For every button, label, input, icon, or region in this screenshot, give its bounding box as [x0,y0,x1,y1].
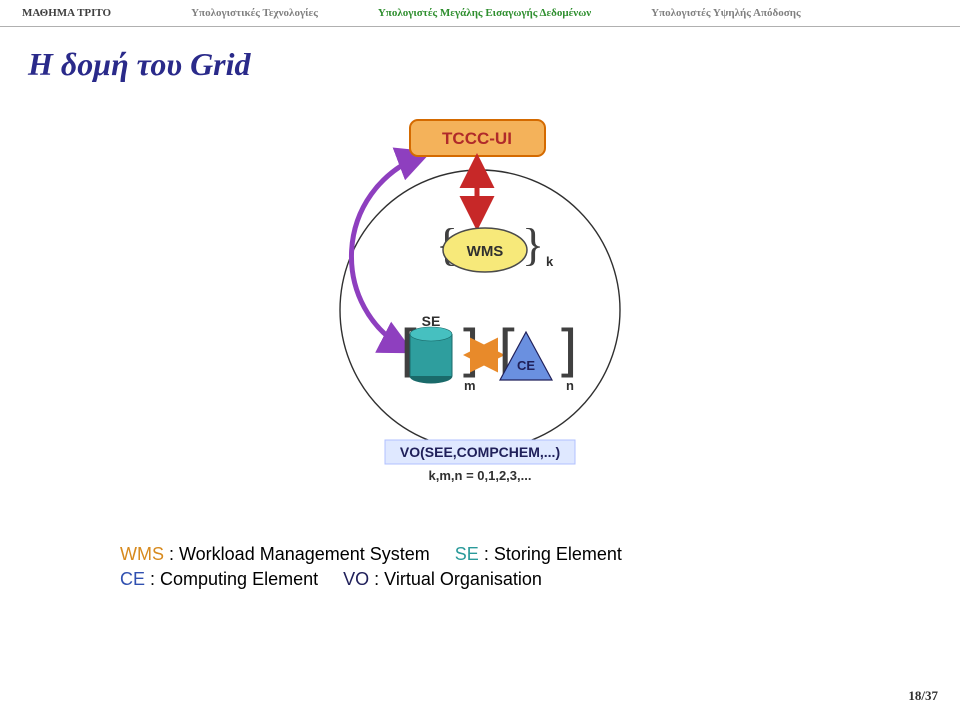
legend-vo-txt: : Virtual Organisation [369,569,542,589]
legend-vo-acr: VO [343,569,369,589]
wms-right-brace: } [522,219,544,270]
ce-right-bracket: ] [552,319,586,384]
legend-se-txt: : Storing Element [479,544,622,564]
legend-ce-acr: CE [120,569,145,589]
k-label: k [546,254,554,269]
slide-header: ΜΑΘΗΜΑ ΤΡΙΤΟ Υπολογιστικές Τεχνολογίες Υ… [0,0,960,26]
vo-label: VO(SEE,COMPCHEM,...) [400,444,560,460]
legend-wms-acr: WMS [120,544,164,564]
page-number: 18/37 [908,688,938,704]
kmn-label: k,m,n = 0,1,2,3,... [429,468,532,483]
grid-diagram: TCCC-UI { WMS } k [ SE ] m [ CE ] n VO(S… [260,120,700,500]
legend-wms-txt: : Workload Management System [164,544,430,564]
grid-circle [340,170,620,450]
tccc-label: TCCC-UI [442,129,512,148]
se-right-bracket: ] [454,319,488,384]
header-tab-4: Υπολογιστές Υψηλής Απόδοσης [651,7,800,19]
n-label: n [566,378,574,393]
m-label: m [464,378,476,393]
se-cylinder [410,327,452,383]
header-tab-2: Υπολογιστικές Τεχνολογίες [191,7,318,19]
header-tab-3: Υπολογιστές Μεγάλης Εισαγωγής Δεδομένων [378,7,591,19]
ce-label: CE [517,358,535,373]
slide-title: Η δομή του Grid [28,46,251,83]
se-label: SE [422,313,441,329]
legend-block: WMS : Workload Management System SE : St… [120,540,880,594]
header-tab-1: ΜΑΘΗΜΑ ΤΡΙΤΟ [22,7,111,19]
legend-ce-txt: : Computing Element [145,569,318,589]
legend-se-acr: SE [455,544,479,564]
header-rule [0,26,960,27]
wms-label: WMS [467,243,504,260]
